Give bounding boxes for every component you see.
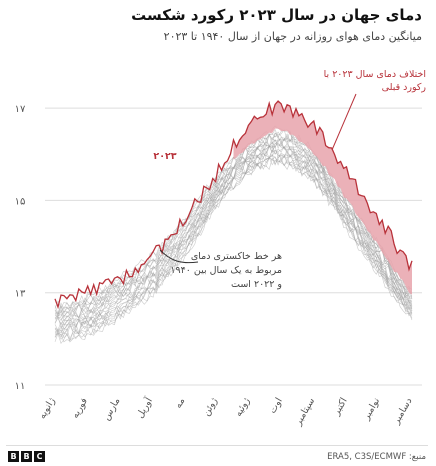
temperature-chart: ۱۱ ۱۳ ۱۵ ۱۷ ژانویه فوریه مارس آوریل مه ژوئن ژوئیه… [15,69,427,428]
y-tick-label: ۱۵ [15,196,26,207]
chart-title: دمای جهان در سال ۲۰۲۳ رکورد شکست [131,6,422,24]
historical-year-line [54,131,413,315]
chart-subtitle: میانگین دمای هوای روزانه در جهان از سال … [163,30,422,43]
x-tick-label: ژوئن [201,396,220,418]
historical-year-line [54,156,413,341]
footer-divider [6,445,428,446]
source-note: منبع: ERA5, C3S/ECMWF [327,452,426,462]
y-tick-label: ۱۱ [15,381,26,392]
x-tick-label: مارس [101,396,123,422]
bbc-logo: B B C [8,451,45,462]
x-tick-label: نوامبر [360,396,382,423]
record-gap-label-line2: رکورد قبلی [382,82,427,93]
y-tick-label: ۱۳ [15,289,26,300]
y-tick-label: ۱۷ [15,104,26,115]
record-gap-label-line1: اختلاف دمای سال ۲۰۲۳ با [324,69,426,80]
historical-years-lines [54,125,413,345]
historical-year-line [54,145,413,331]
x-tick-label: ژانویه [37,396,58,421]
x-tick-label: سپتامبر [292,396,317,428]
grey-lines-label-line3: و ۲۰۲۲ است [231,279,282,290]
x-tick-label: دسامبر [390,396,414,427]
x-tick-label: اوت [267,396,285,416]
historical-year-line [54,142,413,328]
x-tick-label: اکتبر [331,396,350,418]
logo-block-3: C [34,451,45,462]
annotations: اختلاف دمای سال ۲۰۲۳ با رکورد قبلی ۲۰۲۳ … [153,69,426,290]
grey-lines-pointer [159,249,199,264]
x-tick-label: مه [173,396,188,410]
historical-year-line [54,142,413,326]
x-tick-label: ژوئیه [233,396,253,419]
logo-block-2: B [21,451,32,462]
record-gap-area [233,101,412,295]
record-gap-pointer [331,93,357,151]
logo-block-1: B [8,451,19,462]
x-axis-ticks: ژانویه فوریه مارس آوریل مه ژوئن ژوئیه اوت سپتامب… [37,395,415,428]
series-2023-line [54,100,413,310]
x-tick-label: آوریل [133,395,155,421]
x-tick-label: فوریه [70,396,90,420]
year-2023-label: ۲۰۲۳ [153,151,176,162]
grey-lines-label-line1: هر خط خاکستری دمای [191,251,282,262]
y-axis-ticks: ۱۱ ۱۳ ۱۵ ۱۷ [15,104,26,392]
grey-lines-label-line2: مربوط به یک سال بین ۱۹۴۰ [170,265,282,276]
